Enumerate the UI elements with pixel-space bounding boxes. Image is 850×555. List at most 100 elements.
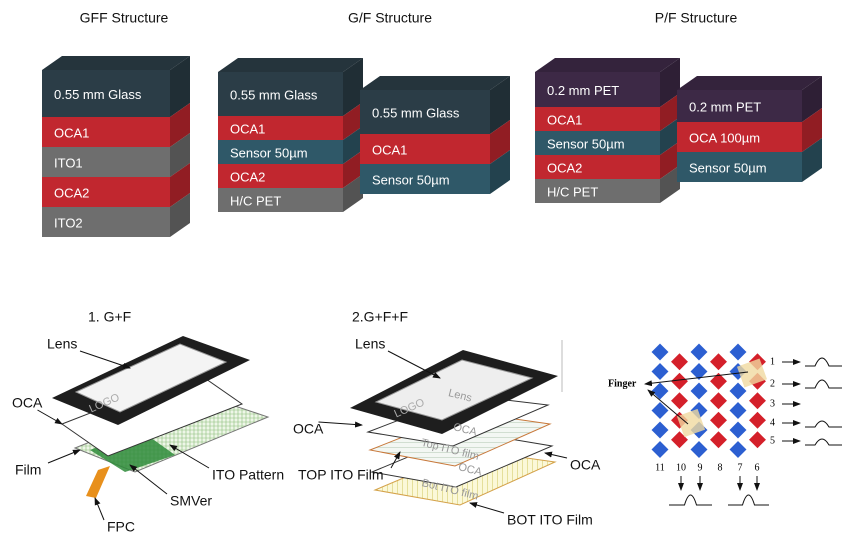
layer	[42, 70, 170, 117]
layer	[535, 155, 660, 179]
sensor-pad	[728, 342, 748, 362]
sensor-grid: Finger 1 2 3 4 5 11 10 9 8 7 6	[608, 342, 842, 506]
row-wave	[805, 438, 842, 446]
sensor-pad	[689, 361, 709, 382]
layer-side	[170, 163, 190, 207]
finger-arrow	[647, 389, 689, 425]
layer	[218, 164, 343, 188]
sensor-pad	[708, 410, 729, 430]
layer-side	[170, 193, 190, 237]
layer-side	[660, 141, 680, 179]
sensor-pad	[689, 381, 709, 401]
sensor-pad	[708, 352, 729, 372]
layer-label: H/C PET	[547, 184, 598, 199]
row-wave	[805, 357, 842, 367]
layer-side	[490, 150, 510, 194]
layer-label: OCA 100µm	[689, 130, 760, 145]
layer-side	[170, 56, 190, 117]
callout-label: TOP ITO Film	[298, 467, 384, 483]
layer-text: Lens	[447, 387, 474, 405]
layer	[218, 140, 343, 164]
row-label: 3	[770, 398, 775, 409]
layer	[677, 152, 802, 182]
column-label: 10	[676, 462, 686, 473]
sensor-pad	[650, 342, 670, 362]
sensor-pad	[728, 381, 748, 401]
layer	[42, 207, 170, 237]
row-label: 2	[770, 378, 775, 389]
sensor-pad	[747, 391, 768, 411]
layer-side	[660, 93, 680, 131]
sensor-pad	[689, 342, 709, 362]
layer	[677, 90, 802, 122]
layer	[677, 122, 802, 152]
layer	[218, 116, 343, 140]
layer-label: Sensor 50µm	[689, 160, 767, 175]
sensor-pad	[728, 420, 748, 440]
column-wave	[728, 494, 769, 506]
callout-arrow	[47, 449, 81, 464]
layer-side	[170, 133, 190, 177]
sensor-pad	[708, 371, 729, 391]
layer	[535, 131, 660, 155]
layer-side	[490, 76, 510, 134]
layer-side	[343, 102, 363, 140]
layer-label: 0.2 mm PET	[547, 83, 619, 98]
row-wave	[805, 420, 842, 428]
row-label: 4	[770, 417, 775, 428]
finger-label: Finger	[608, 378, 637, 389]
layer-side	[343, 126, 363, 164]
row-wave	[805, 379, 842, 389]
sensor-pad	[689, 439, 709, 460]
callout-arrow	[387, 350, 441, 379]
g-f-f-illustration	[350, 340, 563, 506]
callout-label: SMVer	[170, 493, 212, 509]
layer-side	[660, 117, 680, 155]
column-label: 7	[738, 462, 743, 473]
layer	[535, 72, 660, 107]
callout-arrow	[129, 464, 168, 495]
layer	[218, 72, 343, 116]
column-label: 11	[655, 462, 665, 473]
callout-label: OCA	[293, 421, 324, 437]
finger-arrow	[644, 371, 749, 387]
layer-side	[660, 58, 680, 107]
layer	[42, 117, 170, 147]
callout-arrow	[79, 350, 131, 369]
row-label: 5	[770, 435, 775, 446]
callout-label: Lens	[47, 336, 77, 352]
layer-side	[660, 165, 680, 203]
layer	[535, 107, 660, 131]
callout-label: ITO Pattern	[212, 467, 284, 483]
callout-label: OCA	[570, 457, 601, 473]
sensor-pad	[669, 352, 690, 372]
sensor-pad	[708, 430, 729, 450]
layer-top	[535, 58, 680, 72]
layer-label: OCA1	[547, 112, 582, 127]
sensor-pad	[669, 371, 690, 391]
callout-arrow	[169, 444, 210, 469]
layer	[360, 134, 490, 164]
layer-text: OCA	[452, 421, 479, 439]
callout-label: FPC	[107, 519, 135, 535]
column-label: 6	[755, 462, 760, 473]
callout-label: BOT ITO Film	[507, 512, 593, 528]
layer-side	[343, 58, 363, 116]
sensor-pad	[669, 391, 690, 411]
layer	[218, 188, 343, 212]
layer-label: OCA2	[230, 169, 265, 184]
layer-label: OCA2	[547, 160, 582, 175]
layer-label: Sensor 50µm	[372, 172, 450, 187]
row-label: 1	[770, 356, 775, 367]
diagram-title: 1. G+F	[88, 309, 131, 325]
sensor-pad	[650, 439, 670, 460]
layer-top	[218, 58, 363, 72]
sensor-pad	[747, 430, 768, 450]
touch-area	[676, 408, 706, 438]
layer-label: ITO1	[54, 155, 83, 170]
sensor-pad	[747, 410, 768, 430]
layer-text: OCA	[457, 461, 484, 479]
callout-arrow	[469, 502, 505, 514]
layer	[535, 179, 660, 203]
layer-label: OCA1	[372, 142, 407, 157]
